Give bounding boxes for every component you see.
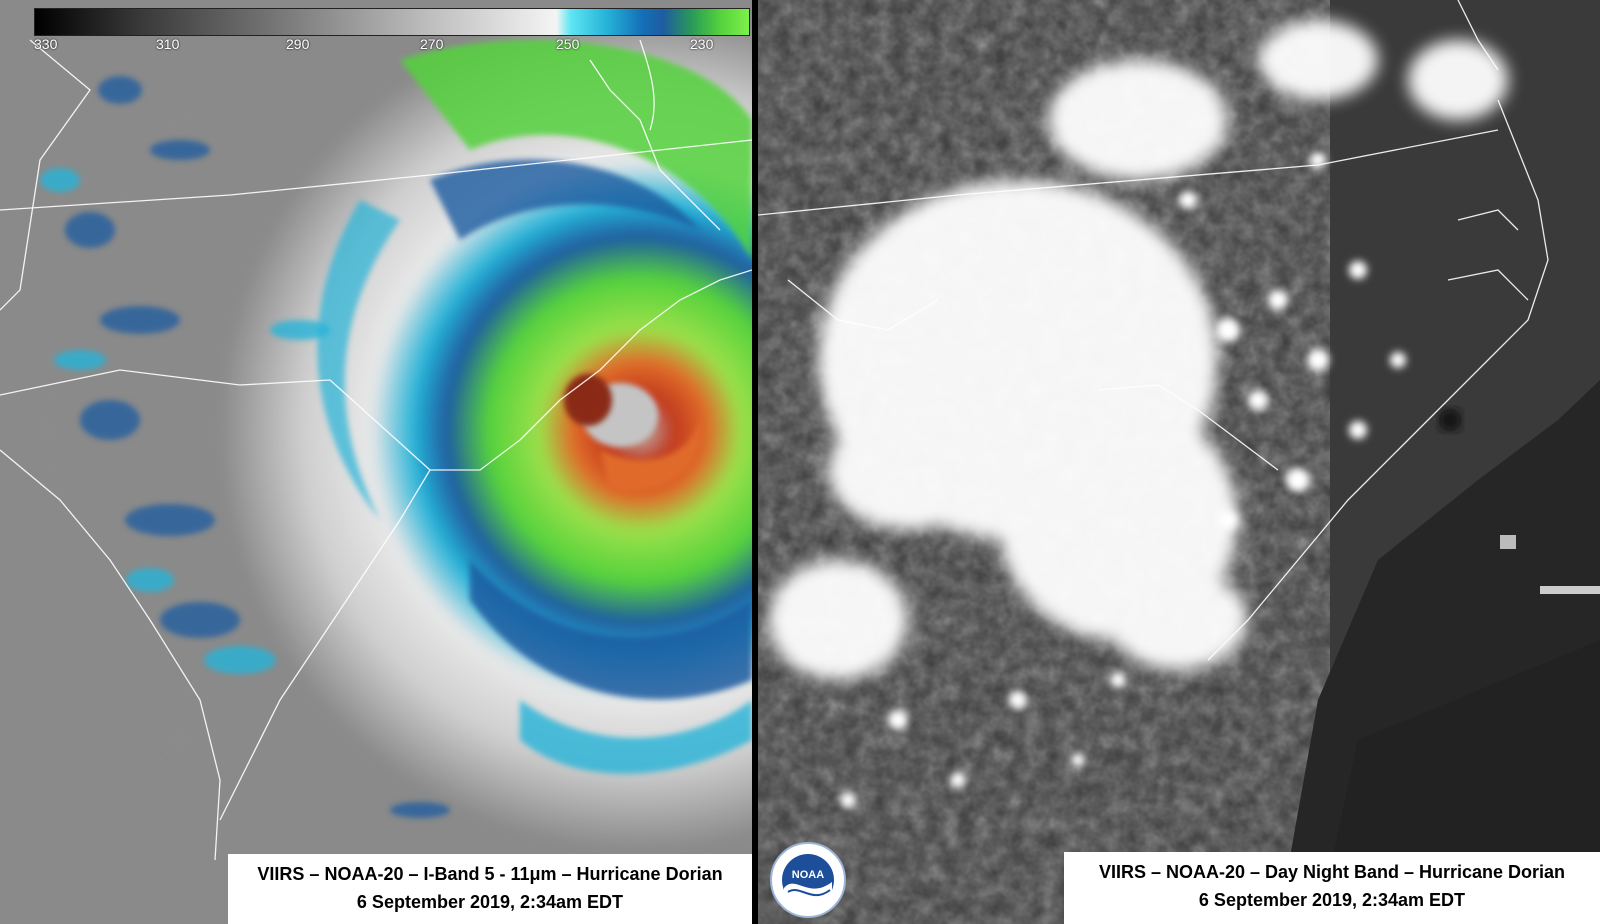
- colorbar-tick-label: 310: [156, 36, 180, 52]
- dnb-image-caption: VIIRS – NOAA-20 – Day Night Band – Hurri…: [1064, 852, 1600, 924]
- caption-title: VIIRS – NOAA-20 – Day Night Band – Hurri…: [1098, 862, 1566, 882]
- colorbar-tick-label: 330: [34, 36, 58, 52]
- svg-text:NOAA: NOAA: [792, 869, 824, 881]
- temperature-colorbar: [34, 8, 750, 36]
- caption-date: 6 September 2019, 2:34am EDT: [356, 892, 624, 912]
- caption-title: VIIRS – NOAA-20 – I-Band 5 - 11μm – Hurr…: [257, 864, 723, 884]
- colorbar-tick-label: 270: [420, 36, 444, 52]
- ir-image-caption: VIIRS – NOAA-20 – I-Band 5 - 11μm – Hurr…: [228, 854, 752, 924]
- dnb-satellite-image: [758, 0, 1600, 924]
- dnb-image-panel: VIIRS – NOAA-20 – Day Night Band – Hurri…: [758, 0, 1600, 924]
- noaa-logo-graphic: NOAA: [774, 846, 842, 914]
- noaa-logo: NOAA: [770, 842, 846, 918]
- ir-image-panel: 330 310 290 270 250 230 VIIRS – NOAA-20 …: [0, 0, 752, 924]
- colorbar-tick-label: 230: [690, 36, 714, 52]
- ir-satellite-image: [0, 0, 752, 924]
- panel-divider: [752, 0, 758, 924]
- colorbar-tick-label: 250: [556, 36, 580, 52]
- colorbar-tick-label: 290: [286, 36, 310, 52]
- caption-date: 6 September 2019, 2:34am EDT: [1198, 890, 1466, 910]
